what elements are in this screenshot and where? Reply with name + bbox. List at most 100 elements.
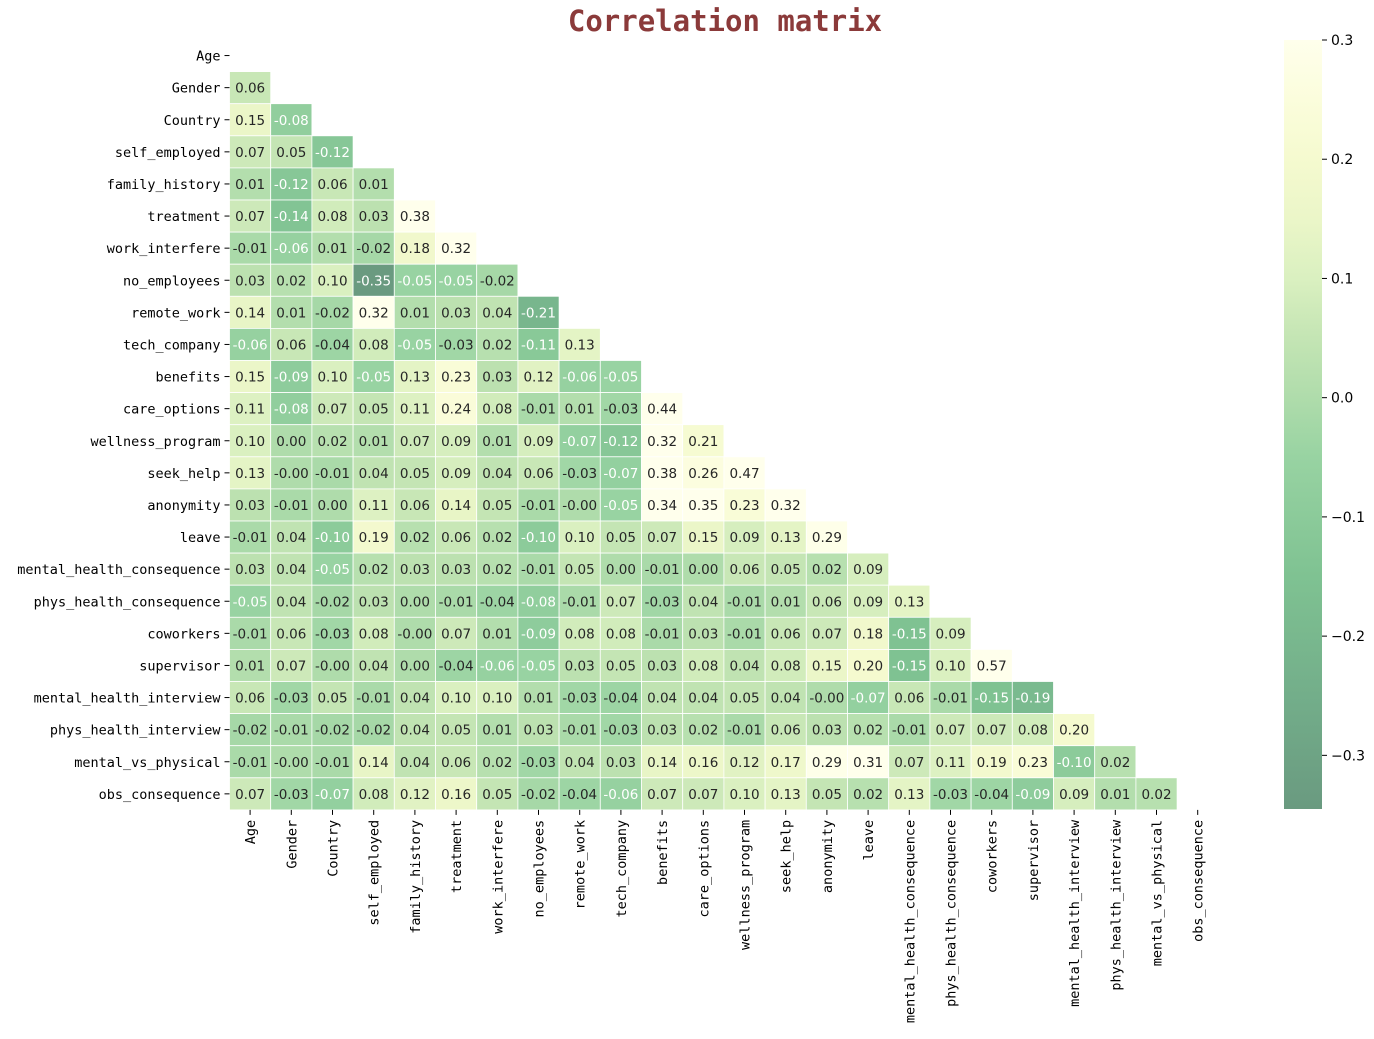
cell-value-label: -0.01 xyxy=(645,562,680,578)
heatmap-cell-leave-tech_company xyxy=(599,520,642,554)
heatmap-cell-seek_help-tech_company xyxy=(599,456,642,490)
heatmap-cell-wellness_program-treatment xyxy=(435,424,478,458)
heatmap-cell-no_employees-Gender xyxy=(270,263,313,297)
cell-value-label: 0.02 xyxy=(482,562,512,578)
cell-value-label: -0.15 xyxy=(892,626,927,642)
cell-value-label: -0.04 xyxy=(315,337,350,353)
cell-value-label: 0.02 xyxy=(317,434,347,450)
heatmap-cell-mental_health_consequence-work_interfere xyxy=(476,552,519,586)
row-label-self_employed: self_employed xyxy=(115,145,221,161)
heatmap-cell-obs_consequence-mental_health_consequence xyxy=(888,777,931,811)
row-label-mental_health_consequence: mental_health_consequence xyxy=(17,562,220,578)
cell-value-label: -0.00 xyxy=(274,466,309,482)
cell-value-label: 0.06 xyxy=(400,498,430,514)
cell-value-label: 0.04 xyxy=(565,755,595,771)
cell-value-label: 0.04 xyxy=(688,691,718,707)
cell-value-label: 0.01 xyxy=(482,434,512,450)
cell-value-label: 0.01 xyxy=(359,177,389,193)
heatmap-cell-no_employees-Age xyxy=(229,263,272,297)
row-label-mental_vs_physical: mental_vs_physical xyxy=(74,755,220,771)
heatmap-cell-phys_health_interview-self_employed xyxy=(352,713,395,747)
cell-value-label: 0.01 xyxy=(276,305,306,321)
cell-value-label: 0.04 xyxy=(359,466,389,482)
heatmap-cell-phys_health_consequence-anonymity xyxy=(805,584,848,618)
heatmap-cell-wellness_program-tech_company xyxy=(599,424,642,458)
cell-value-label: 0.05 xyxy=(482,787,512,803)
cell-value-label: -0.05 xyxy=(603,370,638,386)
cell-value-label: 0.05 xyxy=(606,658,636,674)
heatmap-cell-care_options-treatment xyxy=(435,392,478,426)
heatmap-cell-phys_health_consequence-Gender xyxy=(270,584,313,618)
column-label-tech_company: tech_company xyxy=(614,820,630,918)
heatmap-cell-obs_consequence-phys_health_interview xyxy=(1094,777,1137,811)
row-label-Age: Age xyxy=(196,49,220,65)
cell-value-label: -0.15 xyxy=(974,691,1009,707)
cell-value-label: 0.10 xyxy=(317,370,347,386)
cell-value-label: -0.02 xyxy=(315,594,350,610)
heatmap-cell-supervisor-benefits xyxy=(641,649,684,682)
cell-value-label: -0.08 xyxy=(521,594,556,610)
cell-value-label: 0.04 xyxy=(482,466,512,482)
colorbar-tick-label: −0.3 xyxy=(1331,748,1365,764)
cell-value-label: 0.03 xyxy=(441,562,471,578)
heatmap-cell-leave-wellness_program xyxy=(723,520,766,554)
cell-value-label: -0.10 xyxy=(1057,755,1092,771)
cell-value-label: 0.07 xyxy=(276,658,306,674)
cell-value-label: 0.03 xyxy=(647,658,677,674)
cell-value-label: 0.38 xyxy=(400,209,430,225)
cell-value-label: 0.09 xyxy=(853,562,883,578)
column-label-remote_work: remote_work xyxy=(573,820,589,909)
cell-value-label: 0.07 xyxy=(400,434,430,450)
cell-value-label: -0.21 xyxy=(521,305,556,321)
cell-value-label: 0.11 xyxy=(359,498,389,514)
column-label-supervisor: supervisor xyxy=(1026,820,1042,901)
cell-value-label: 0.03 xyxy=(441,305,471,321)
cell-value-label: 0.10 xyxy=(729,787,759,803)
cell-value-label: 0.14 xyxy=(647,755,677,771)
heatmap-cell-obs_consequence-leave xyxy=(847,777,890,811)
cell-value-label: 0.06 xyxy=(729,562,759,578)
cell-value-label: 0.04 xyxy=(647,691,677,707)
cell-value-label: 0.13 xyxy=(894,594,924,610)
colorbar-tick-label: 0.2 xyxy=(1331,152,1353,168)
cell-value-label: -0.12 xyxy=(315,145,350,161)
cell-value-label: -0.03 xyxy=(274,691,309,707)
cell-value-label: 0.32 xyxy=(771,498,801,514)
cell-value-label: 0.07 xyxy=(235,209,265,225)
heatmap-cell-benefits-no_employees xyxy=(517,360,560,393)
cell-value-label: 0.06 xyxy=(276,626,306,642)
cell-value-label: 0.05 xyxy=(606,530,636,546)
heatmap-cell-mental_health_consequence-benefits xyxy=(641,552,684,586)
heatmap-cell-phys_health_interview-mental_health_consequence xyxy=(888,713,931,747)
cell-value-label: 0.14 xyxy=(441,498,471,514)
cell-value-label: 0.03 xyxy=(812,723,842,739)
heatmap-cell-phys_health_interview-Age xyxy=(229,713,272,747)
heatmap-cell-coworkers-self_employed xyxy=(352,616,395,650)
column-labels: Age Gender Country self_employed family_hist… xyxy=(243,809,1207,1023)
colorbar-tick-label: 0.1 xyxy=(1331,271,1353,287)
cell-value-label: 0.20 xyxy=(1059,723,1089,739)
heatmap-cell-benefits-Age xyxy=(229,360,272,393)
heatmap-cell-benefits-remote_work xyxy=(558,360,601,393)
heatmap-cell-wellness_program-work_interfere xyxy=(476,424,519,458)
heatmap-cell-work_interfere-self_employed xyxy=(352,231,395,265)
heatmap-cell-supervisor-Gender xyxy=(270,649,313,682)
cell-value-label: 0.08 xyxy=(606,626,636,642)
cell-value-label: 0.10 xyxy=(935,658,965,674)
heatmap-cell-mental_vs_physical-Age xyxy=(229,745,272,779)
heatmap-cell-seek_help-wellness_program xyxy=(723,456,766,490)
cell-value-label: -0.02 xyxy=(356,723,391,739)
heatmap-cell-benefits-self_employed xyxy=(352,360,395,393)
cell-value-label: -0.12 xyxy=(603,434,638,450)
heatmap-cell-mental_vs_physical-leave xyxy=(847,745,890,779)
heatmap-cell-mental_vs_physical-supervisor xyxy=(1011,745,1054,779)
row-label-Country: Country xyxy=(164,113,221,129)
cell-value-label: 0.07 xyxy=(647,787,677,803)
heatmap-cell-obs_consequence-care_options xyxy=(682,777,725,811)
heatmap-cell-mental_health_interview-treatment xyxy=(435,681,478,714)
cell-value-label: -0.04 xyxy=(603,691,638,707)
cell-value-label: 0.08 xyxy=(359,626,389,642)
cell-value-label: 0.07 xyxy=(441,626,471,642)
heatmap-cell-care_options-remote_work xyxy=(558,392,601,426)
heatmap-cell-work_interfere-treatment xyxy=(435,231,478,265)
